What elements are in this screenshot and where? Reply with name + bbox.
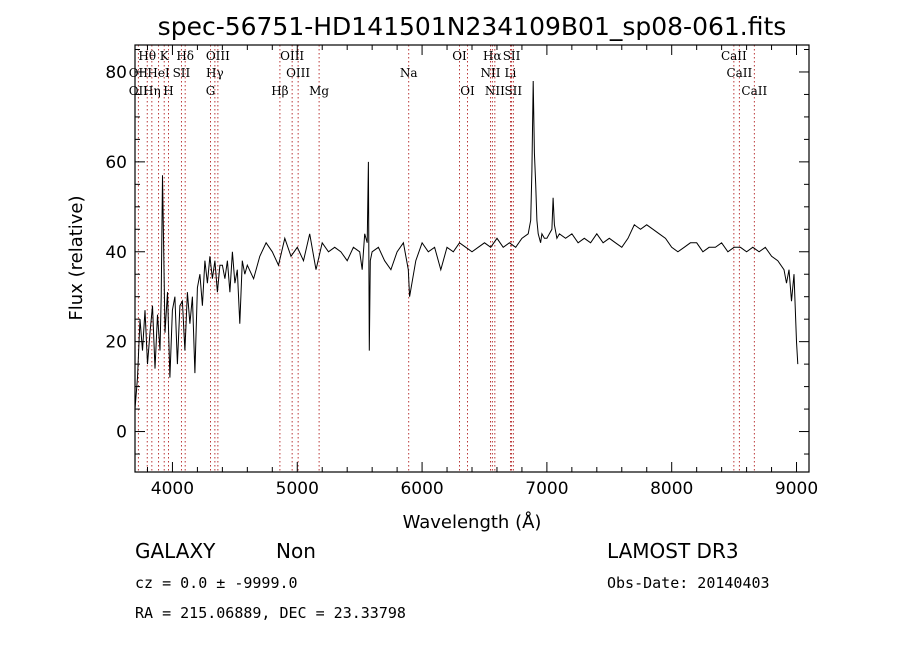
line-marker-label: NII [485, 84, 505, 98]
y-tick-label: 80 [105, 63, 127, 83]
y-tick-label: 20 [105, 333, 127, 353]
line-marker-label: OIII [280, 49, 304, 63]
line-marker-label: OII [129, 84, 149, 98]
line-marker-label: H [163, 84, 173, 98]
redshift-cz: cz = 0.0 ± -9999.0 [135, 574, 298, 592]
line-marker-label: OIII [206, 49, 230, 63]
obs-date: Obs-Date: 20140403 [607, 574, 770, 592]
x-tick-label: 6000 [400, 479, 443, 499]
line-marker-label: Hβ [271, 84, 288, 98]
line-marker-label: G [206, 84, 216, 98]
y-axis-label: Flux (relative) [66, 195, 87, 320]
line-marker-label: OI [452, 49, 467, 63]
line-marker-label: Li [505, 66, 517, 80]
line-marker-label: NII [480, 66, 500, 80]
spectrum-line [134, 80, 799, 410]
y-axis-ticks: 0 20 40 60 80 [105, 48, 809, 455]
x-tick-label: 9000 [775, 479, 818, 499]
line-marker-label: SII [173, 66, 191, 80]
chart-title: spec-56751-HD141501N234109B01_sp08-061.f… [158, 12, 787, 41]
line-marker-label: OI [460, 84, 475, 98]
survey-name: LAMOST DR3 [607, 539, 739, 563]
line-marker-label: Hγ [206, 66, 224, 80]
line-marker-label: Hα [483, 49, 502, 63]
x-tick-label: 7000 [525, 479, 568, 499]
line-marker-label: CaII [741, 84, 767, 98]
line-marker-label: SII [503, 49, 521, 63]
line-marker-label: K [160, 49, 170, 63]
x-tick-label: 4000 [151, 479, 194, 499]
line-marker-label: Hη [143, 84, 161, 98]
line-marker-label: Hθ [138, 49, 156, 63]
x-axis-label: Wavelength (Å) [403, 511, 542, 533]
plot-frame [134, 44, 810, 473]
object-class: GALAXY [135, 539, 216, 563]
line-marker-labels: OII OII Hθ HeI Hη K H Hδ SII OIII Hγ G Hβ OIII OIII Mg N… [129, 49, 768, 98]
line-marker-label: Hδ [176, 49, 194, 63]
y-tick-label: 0 [116, 423, 127, 443]
line-marker-label: HeI [147, 66, 170, 80]
line-marker-label: Na [400, 66, 418, 80]
coordinates: RA = 215.06889, DEC = 23.33798 [135, 604, 406, 622]
y-tick-label: 40 [105, 243, 127, 263]
line-markers [137, 45, 755, 472]
line-marker-label: CaII [726, 66, 752, 80]
y-tick-label: 60 [105, 153, 127, 173]
object-subclass: Non [276, 539, 316, 563]
line-marker-label: SII [504, 84, 522, 98]
line-marker-label: OIII [286, 66, 310, 80]
line-marker-label: CaII [721, 49, 747, 63]
line-marker-label: OII [129, 66, 149, 80]
line-marker-label: Mg [309, 84, 329, 98]
x-tick-label: 8000 [650, 479, 693, 499]
x-tick-label: 5000 [276, 479, 319, 499]
x-axis-ticks: 4000 5000 6000 7000 8000 9000 [146, 45, 818, 499]
